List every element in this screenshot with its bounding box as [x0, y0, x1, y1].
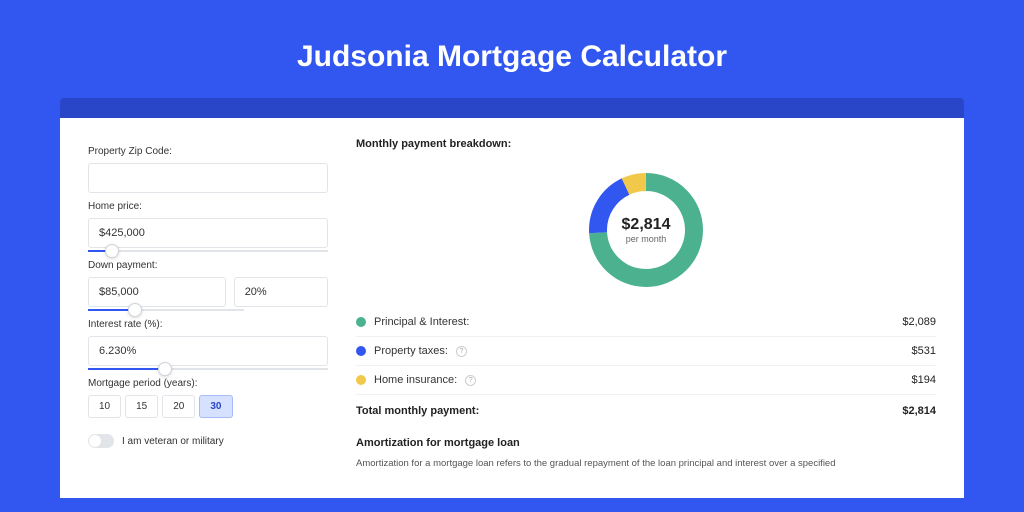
total-value: $2,814 [902, 405, 936, 417]
donut-value: $2,814 [622, 216, 671, 234]
veteran-row: I am veteran or military [88, 434, 328, 448]
breakdown-panel: Monthly payment breakdown: $2,814 per mo… [356, 138, 936, 498]
slider-thumb[interactable] [128, 303, 142, 317]
zip-input[interactable] [88, 163, 328, 193]
interest-slider[interactable] [88, 368, 328, 370]
down-payment-label: Down payment: [88, 260, 328, 271]
legend-label: Home insurance: [374, 374, 457, 386]
calculator-card: Property Zip Code: Home price: Down paym… [60, 118, 964, 498]
help-icon[interactable]: ? [465, 375, 476, 386]
amortization-text: Amortization for a mortgage loan refers … [356, 457, 936, 471]
form-panel: Property Zip Code: Home price: Down paym… [88, 138, 328, 498]
donut-sub: per month [626, 234, 667, 244]
help-icon[interactable]: ? [456, 346, 467, 357]
legend-insurance: Home insurance: ? $194 [356, 366, 936, 395]
dot-icon [356, 346, 366, 356]
accent-bar [60, 98, 964, 118]
slider-thumb[interactable] [158, 362, 172, 376]
breakdown-title: Monthly payment breakdown: [356, 138, 936, 150]
period-btn-20[interactable]: 20 [162, 395, 195, 418]
total-label: Total monthly payment: [356, 405, 479, 417]
home-price-label: Home price: [88, 201, 328, 212]
period-btn-30[interactable]: 30 [199, 395, 232, 418]
down-payment-slider[interactable] [88, 309, 244, 311]
legend-value: $531 [912, 345, 936, 357]
payment-donut: $2,814 per month [586, 170, 706, 290]
period-label: Mortgage period (years): [88, 378, 328, 389]
legend-taxes: Property taxes: ? $531 [356, 337, 936, 366]
period-buttons: 10 15 20 30 [88, 395, 328, 418]
total-row: Total monthly payment: $2,814 [356, 395, 936, 431]
home-price-slider[interactable] [88, 250, 328, 252]
home-price-input[interactable] [88, 218, 328, 248]
legend-value: $2,089 [902, 316, 936, 328]
legend-principal: Principal & Interest: $2,089 [356, 308, 936, 337]
donut-wrap: $2,814 per month [356, 160, 936, 308]
veteran-label: I am veteran or military [122, 436, 224, 447]
slider-fill [88, 368, 165, 370]
down-payment-input[interactable] [88, 277, 226, 307]
veteran-toggle[interactable] [88, 434, 114, 448]
amortization-title: Amortization for mortgage loan [356, 437, 936, 449]
period-btn-15[interactable]: 15 [125, 395, 158, 418]
interest-input[interactable] [88, 336, 328, 366]
page-title: Judsonia Mortgage Calculator [60, 40, 964, 74]
zip-label: Property Zip Code: [88, 146, 328, 157]
legend-value: $194 [912, 374, 936, 386]
down-payment-pct-input[interactable] [234, 277, 328, 307]
legend-label: Property taxes: [374, 345, 448, 357]
slider-thumb[interactable] [105, 244, 119, 258]
period-btn-10[interactable]: 10 [88, 395, 121, 418]
dot-icon [356, 317, 366, 327]
legend-label: Principal & Interest: [374, 316, 469, 328]
dot-icon [356, 375, 366, 385]
interest-label: Interest rate (%): [88, 319, 328, 330]
